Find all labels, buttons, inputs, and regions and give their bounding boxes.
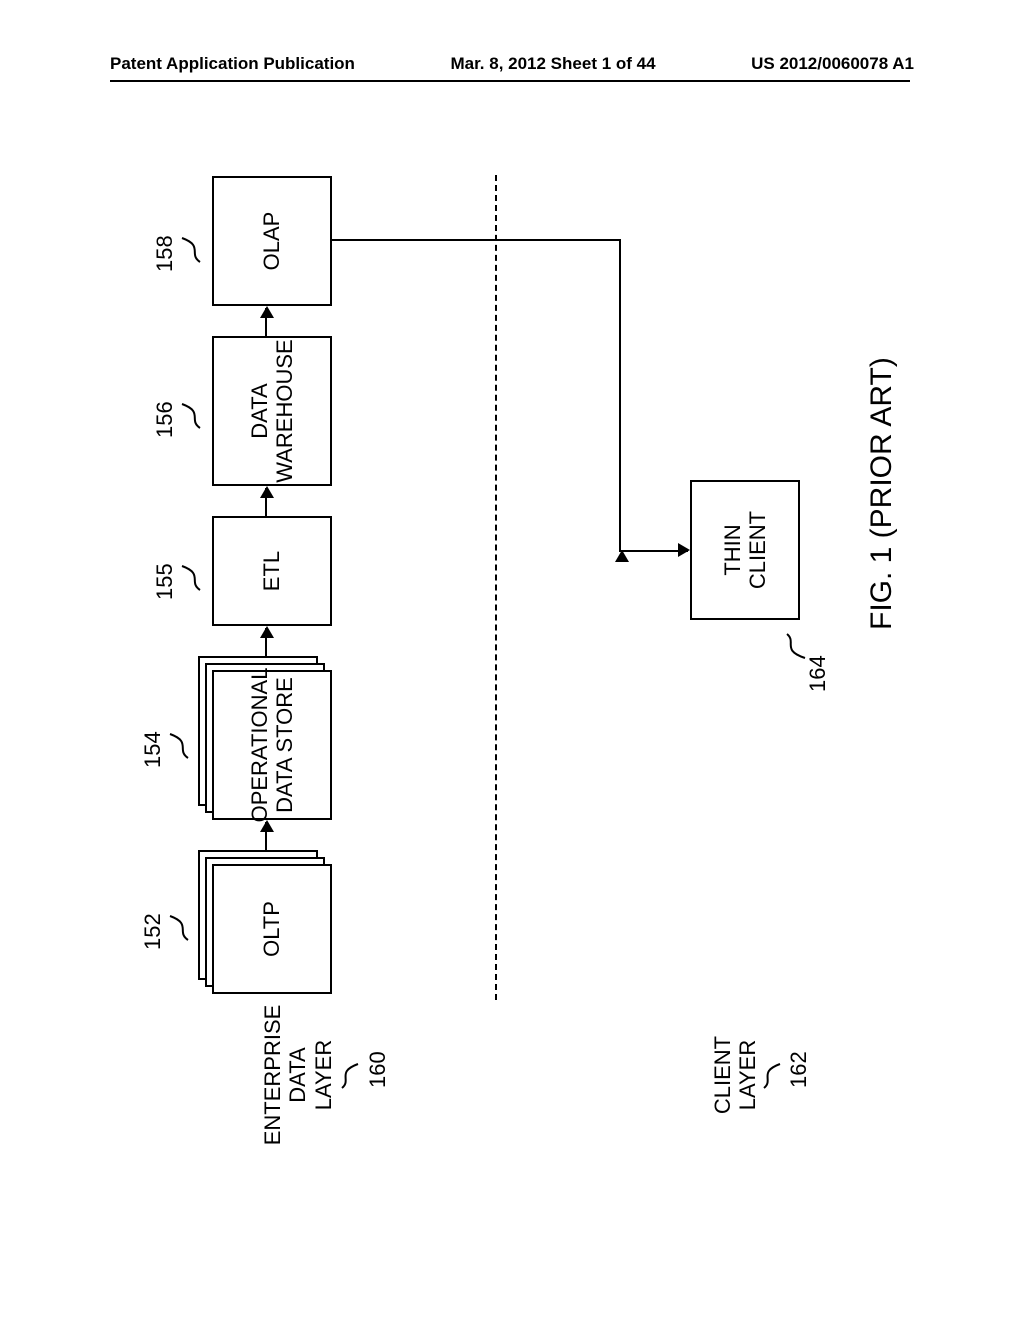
olap-label: OLAP: [259, 212, 284, 271]
oltp-box: OLTP: [212, 864, 332, 994]
page: Patent Application Publication Mar. 8, 2…: [0, 0, 1024, 1320]
figure-1: ENTERPRISE DATA LAYER 160 OLTP 152 OPERA…: [90, 150, 920, 1160]
thin-client-box: THIN CLIENT: [690, 480, 800, 620]
ref-162: 162: [786, 1051, 812, 1088]
ref-156: 156: [152, 401, 178, 438]
layer-divider-dashed: [495, 175, 497, 1000]
squiggle-icon: [762, 1062, 784, 1090]
arrow-oltp-ods: [265, 822, 267, 850]
line-horiz: [619, 239, 621, 552]
thin-client-label: THIN CLIENT: [720, 511, 771, 589]
ref-164: 164: [805, 655, 831, 692]
etl-box: ETL: [212, 516, 332, 626]
client-layer-label: CLIENT LAYER: [710, 1020, 761, 1130]
header-right: US 2012/0060078 A1: [751, 54, 914, 74]
arrow-ods-etl: [265, 628, 267, 656]
figure-wrap: ENTERPRISE DATA LAYER 160 OLTP 152 OPERA…: [90, 150, 920, 1160]
dw-label: DATA WAREHOUSE: [247, 339, 298, 482]
arrow-to-thin-client: [620, 550, 688, 552]
figure-caption: FIG. 1 (PRIOR ART): [865, 357, 899, 630]
arrow-etl-dw: [265, 488, 267, 516]
line-olap-down: [332, 239, 620, 241]
ref-155: 155: [152, 563, 178, 600]
squiggle-icon: [180, 236, 202, 264]
dw-box: DATA WAREHOUSE: [212, 336, 332, 486]
ods-label: OPERATIONAL DATA STORE: [247, 668, 298, 823]
header-center: Mar. 8, 2012 Sheet 1 of 44: [451, 54, 656, 74]
ref-160: 160: [365, 1051, 391, 1088]
header-left: Patent Application Publication: [110, 54, 355, 74]
ref-158: 158: [152, 235, 178, 272]
squiggle-icon: [180, 564, 202, 592]
ods-box: OPERATIONAL DATA STORE: [212, 670, 332, 820]
squiggle-icon: [168, 732, 190, 760]
squiggle-icon: [785, 632, 807, 660]
page-header: Patent Application Publication Mar. 8, 2…: [0, 54, 1024, 74]
ref-152: 152: [140, 913, 166, 950]
olap-box: OLAP: [212, 176, 332, 306]
header-rule: [110, 80, 910, 82]
oltp-label: OLTP: [259, 901, 284, 957]
squiggle-icon: [180, 402, 202, 430]
enterprise-data-layer-label: ENTERPRISE DATA LAYER: [260, 1000, 336, 1150]
etl-label: ETL: [259, 551, 284, 591]
squiggle-icon: [168, 914, 190, 942]
arrow-dw-olap: [265, 308, 267, 336]
squiggle-icon: [340, 1062, 362, 1090]
ref-154: 154: [140, 731, 166, 768]
